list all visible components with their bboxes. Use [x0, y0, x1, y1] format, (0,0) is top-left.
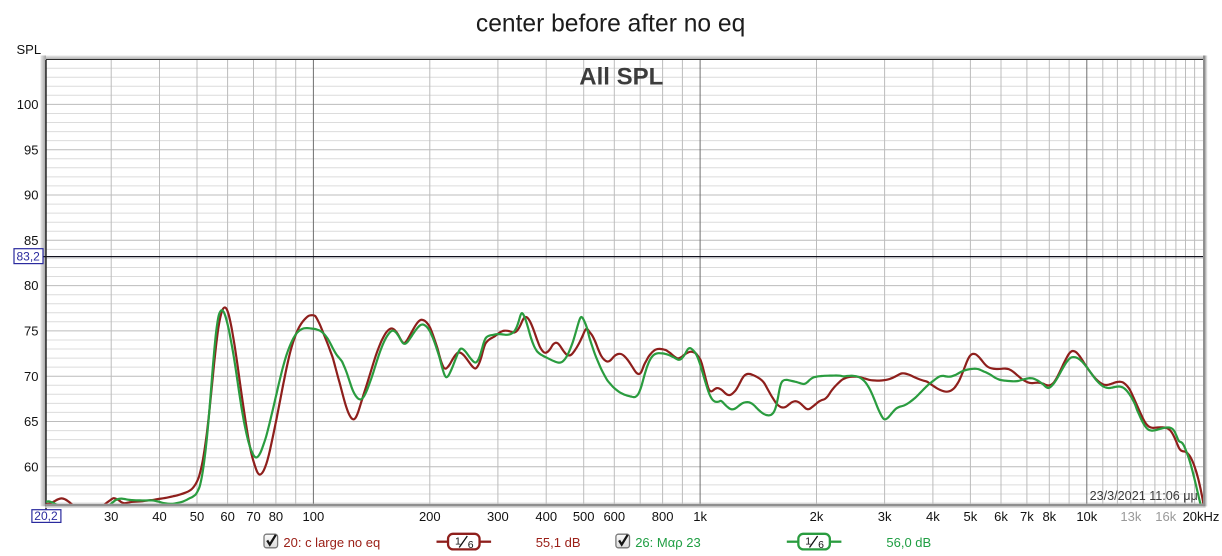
svg-text:20: c large no eq: 20: c large no eq [283, 535, 380, 550]
svg-text:40: 40 [152, 509, 166, 524]
svg-text:80: 80 [24, 278, 38, 293]
svg-text:55,1 dB: 55,1 dB [536, 535, 581, 550]
svg-text:6: 6 [468, 539, 474, 551]
svg-text:90: 90 [24, 188, 38, 203]
svg-text:60: 60 [24, 459, 38, 474]
svg-text:70: 70 [24, 369, 38, 384]
svg-text:50: 50 [190, 509, 204, 524]
svg-text:83,2: 83,2 [17, 250, 41, 264]
svg-text:20,2: 20,2 [34, 509, 58, 523]
svg-text:56,0 dB: 56,0 dB [886, 535, 931, 550]
svg-text:6k: 6k [994, 509, 1008, 524]
svg-text:6: 6 [818, 539, 824, 551]
svg-text:65: 65 [24, 414, 38, 429]
svg-text:80: 80 [269, 509, 283, 524]
svg-text:1k: 1k [693, 509, 707, 524]
svg-text:23/3/2021 11:06 μμ: 23/3/2021 11:06 μμ [1090, 489, 1198, 503]
svg-text:70: 70 [246, 509, 260, 524]
svg-text:5k: 5k [964, 509, 978, 524]
svg-text:100: 100 [303, 509, 325, 524]
svg-text:300: 300 [487, 509, 509, 524]
svg-text:800: 800 [652, 509, 674, 524]
svg-text:30: 30 [104, 509, 118, 524]
svg-text:500: 500 [573, 509, 595, 524]
svg-text:16k: 16k [1155, 509, 1176, 524]
svg-text:2k: 2k [810, 509, 824, 524]
svg-text:4k: 4k [926, 509, 940, 524]
svg-text:1: 1 [805, 536, 811, 548]
svg-text:600: 600 [603, 509, 625, 524]
svg-text:13k: 13k [1120, 509, 1141, 524]
svg-text:All SPL: All SPL [579, 64, 663, 91]
svg-text:1: 1 [455, 536, 461, 548]
svg-text:center before after no eq: center before after no eq [476, 10, 745, 37]
svg-text:10k: 10k [1076, 509, 1097, 524]
svg-text:200: 200 [419, 509, 441, 524]
svg-text:7k: 7k [1020, 509, 1034, 524]
svg-text:26: Μαρ 23: 26: Μαρ 23 [635, 535, 701, 550]
svg-text:85: 85 [24, 233, 38, 248]
svg-text:75: 75 [24, 324, 38, 339]
svg-text:60: 60 [220, 509, 234, 524]
svg-text:3k: 3k [878, 509, 892, 524]
svg-text:SPL: SPL [17, 42, 42, 57]
svg-text:95: 95 [24, 142, 38, 157]
svg-text:100: 100 [17, 97, 39, 112]
svg-text:8k: 8k [1042, 509, 1056, 524]
svg-text:400: 400 [535, 509, 557, 524]
svg-text:20kHz: 20kHz [1183, 509, 1220, 524]
